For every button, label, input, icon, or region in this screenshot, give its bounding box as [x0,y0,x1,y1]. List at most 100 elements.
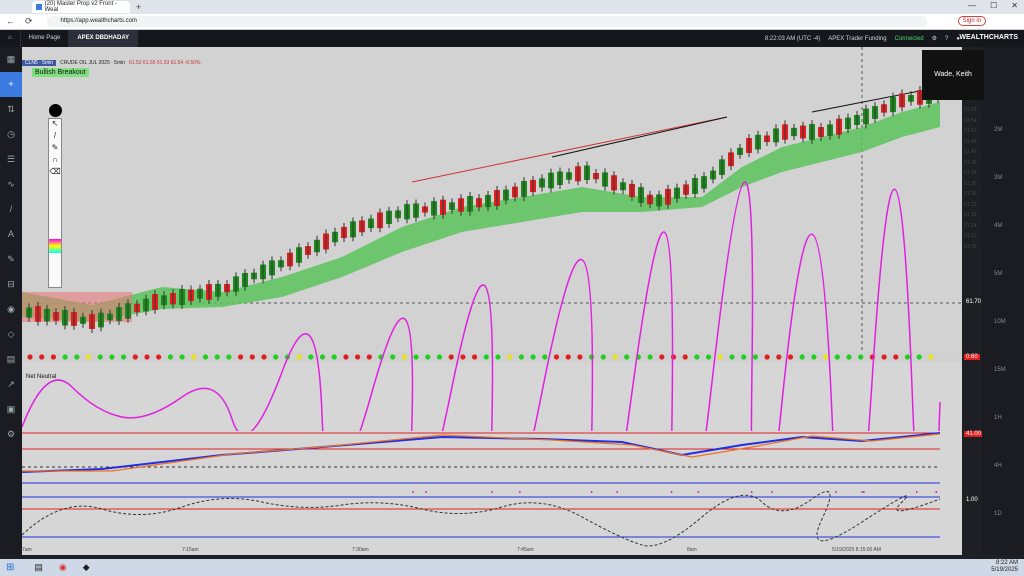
eye-icon[interactable]: ◉ [7,304,15,314]
tray-time: 8:22 AM [995,560,1018,566]
symbol-line: CRUDE OIL JUL 2025 · 5min [60,59,126,66]
signal-dot [413,354,419,360]
layers-icon[interactable]: ▣ [6,404,16,414]
price-tick: 61.18 [964,212,977,218]
tab-apex[interactable]: APEX DBDHADAY [69,30,139,47]
line-tool-icon[interactable]: / [53,131,57,140]
ruler-icon[interactable]: ⊟ [7,279,15,289]
price-tick: 61.58 [964,107,977,113]
app-header: ⌂ Home Page APEX DBDHADAY 8:22:03 AM (UT… [0,30,1024,47]
magnet-icon[interactable]: ∩ [52,155,58,164]
price-tick: 61.22 [964,201,977,208]
help-icon[interactable]: ? [945,35,949,42]
timeframe-item[interactable]: 3M [994,175,1003,181]
price-tick: 61.30 [964,180,977,187]
signal-dot [167,354,173,360]
signal-dot [331,354,337,360]
price-tick: 61.46 [964,138,977,145]
signal-dot [694,354,700,360]
timeframe-item[interactable]: 4H [994,463,1002,469]
timeframe-item[interactable]: 4M [994,223,1003,229]
orders-icon[interactable]: ⇅ [7,104,15,114]
close-icon[interactable]: ✕ [1011,1,1018,10]
settings-icon-left[interactable]: ⚙ [6,429,16,439]
timeframe-item[interactable]: 15M [994,367,1006,373]
signal-dot [823,354,829,360]
signal-dot [261,354,267,360]
timeframe-item[interactable]: 2M [994,127,1003,133]
timeframe-item[interactable]: 1D [994,511,1002,517]
signal-dot [787,354,794,360]
maximize-icon[interactable]: ☐ [990,1,998,10]
timeframe-item[interactable]: 5M [994,271,1003,277]
status-text: Connected [894,35,924,42]
osc-value-1: 0.60 [964,354,980,360]
signal-dot [659,354,665,360]
chrome-icon[interactable]: ◉ [58,562,67,572]
signal-dot [27,354,33,360]
home-icon[interactable]: ⌂ [0,30,21,47]
signal-dot [495,354,501,360]
signal-dot [343,354,349,360]
signal-dot [553,354,560,360]
signal-dot [472,354,478,360]
signal-dot [121,354,127,360]
net-label: Net Neutral [26,374,57,380]
color-swatch[interactable] [49,239,61,253]
window-controls: — ☐ ✕ [968,1,1018,10]
signal-dot [97,354,103,360]
browser-tab[interactable]: (20) Master Prop v2 Front - Weal [32,1,130,13]
timeframe-item[interactable]: 10M [994,319,1006,325]
start-icon[interactable]: ⊞ [6,562,15,573]
watchlist-icon[interactable]: ☰ [6,154,16,164]
time-tick: 7:45am [517,547,534,553]
brush-icon[interactable]: ✎ [51,143,59,152]
price-tick: 61.06 [964,243,977,250]
time-tick: 7:30am [352,547,369,553]
history-icon[interactable]: ◷ [7,129,15,139]
minimize-icon[interactable]: — [968,1,977,10]
chart-area[interactable] [21,47,962,576]
indicator-icon[interactable]: ∿ [7,179,15,189]
pencil-icon[interactable]: ✎ [7,254,15,264]
app-icon[interactable]: ◆ [82,562,90,572]
signal-dot [741,354,747,360]
tab-home-page[interactable]: Home Page [21,30,70,47]
new-tab-button[interactable]: + [136,2,142,12]
layout-icon[interactable]: ▦ [6,54,16,64]
timeframe-item[interactable]: 1H [994,415,1002,421]
signal-dot [811,354,817,360]
signal-dot [881,354,887,360]
pin-icon[interactable] [49,104,62,117]
back-icon[interactable]: ← [6,16,15,26]
draw-icon[interactable]: / [9,204,13,214]
draw-tool-panel[interactable]: ↖ / ✎ ∩ ⌫ [48,118,62,288]
signin-button[interactable]: Sign in [957,16,986,26]
browser-titlebar: (20) Master Prop v2 Front - Weal + — ☐ ✕ [0,0,1024,14]
signal-line [22,433,941,472]
chart-icon[interactable]: ▤ [6,354,16,364]
candles-group [26,85,941,333]
trend-band [22,102,940,322]
signal-dot [916,354,922,360]
alert-icon[interactable]: ◇ [7,329,15,339]
tab-favicon-icon [36,4,42,10]
tab-title: (20) Master Prop v2 Front - Weal [44,1,117,13]
trend-icon[interactable]: ↗ [7,379,15,389]
refresh-icon[interactable]: ⟳ [25,16,33,26]
avatar-icon[interactable]: ● [956,35,960,42]
eraser-icon[interactable]: ⌫ [49,167,61,176]
add-icon[interactable]: + [0,72,22,97]
settings-icon[interactable]: ⚙ [931,36,938,42]
text-icon[interactable]: A [7,229,14,239]
macd-line [21,432,941,473]
signal-dot [214,354,220,360]
symbol-chip[interactable]: CLN5 · 5min [22,59,57,66]
signal-dot [179,354,185,360]
signal-dot [624,354,630,360]
chart-canvas[interactable] [21,47,962,576]
cursor-icon[interactable]: ↖ [51,119,59,128]
url-field[interactable]: https://app.wealthcharts.com [46,16,927,27]
explorer-icon[interactable]: ▤ [34,562,43,572]
trendline-black [551,116,728,158]
